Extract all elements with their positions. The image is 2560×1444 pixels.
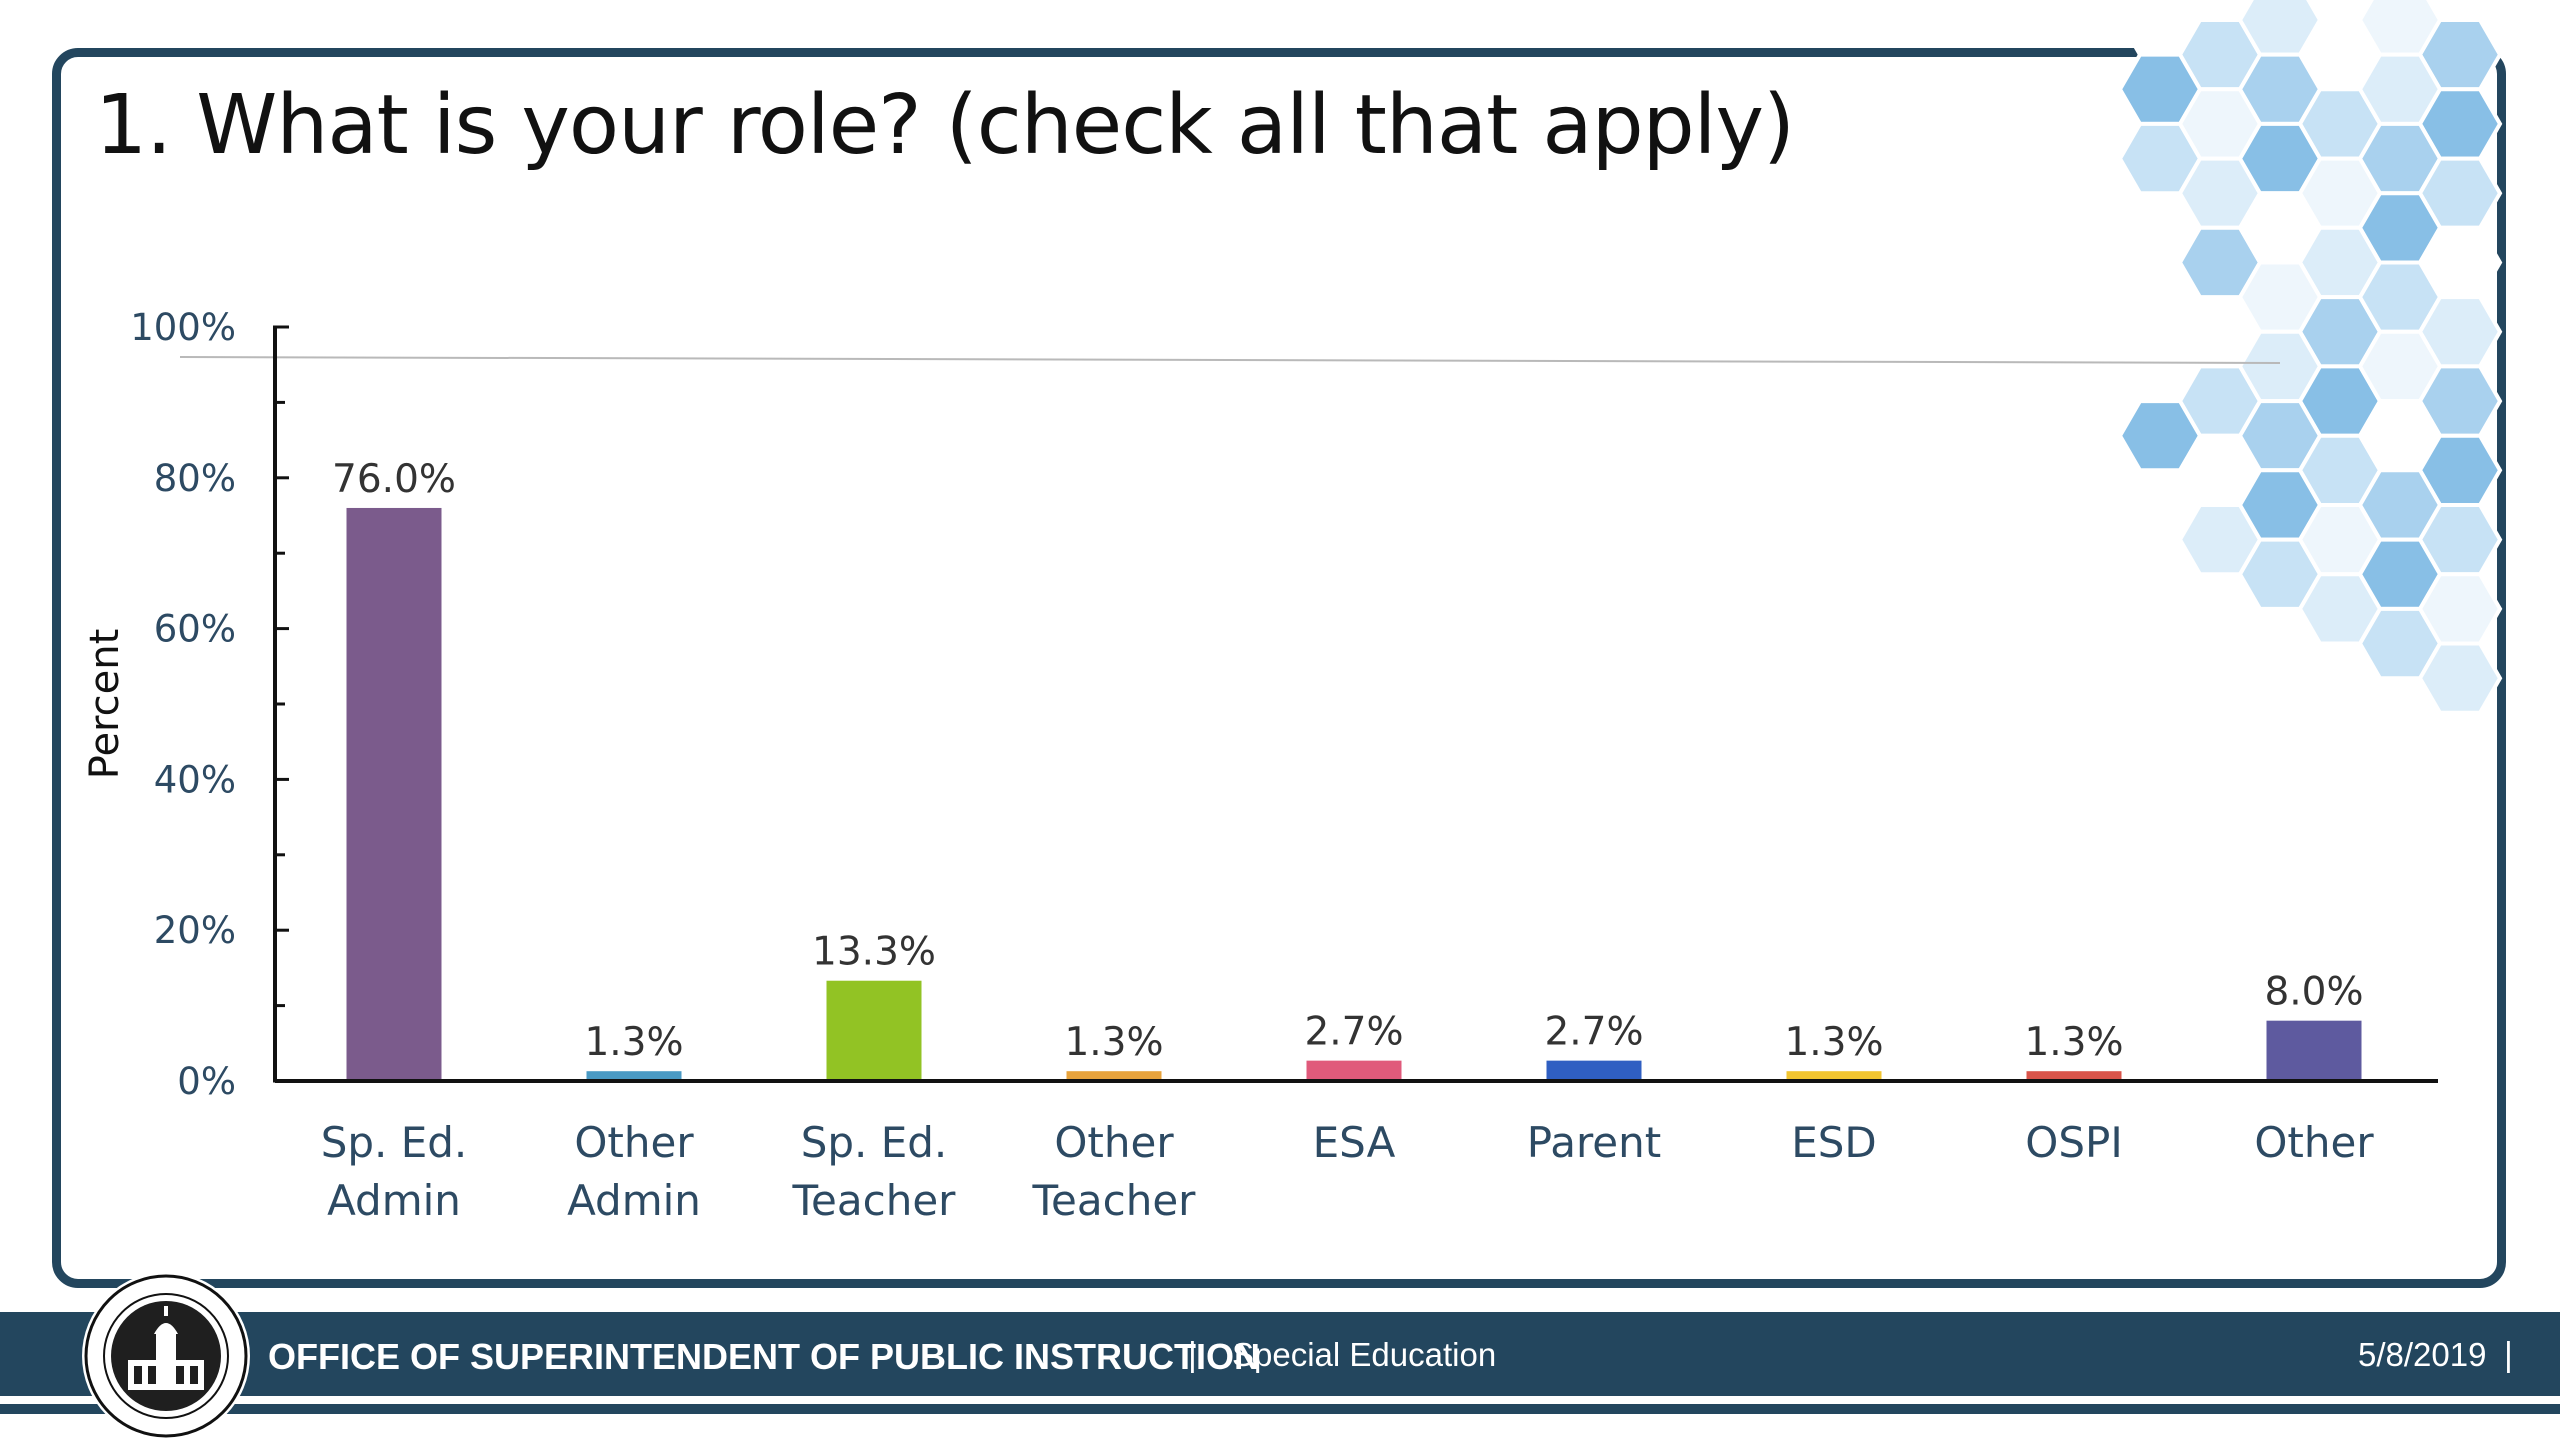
y-tick-label: 100% xyxy=(130,306,236,349)
bar xyxy=(1786,1071,1882,1081)
x-category-label: Admin xyxy=(567,1176,701,1225)
footer-date-separator: | xyxy=(2504,1336,2513,1374)
ospi-seal-icon xyxy=(82,1272,250,1440)
x-category-label: Parent xyxy=(1527,1118,1661,1167)
bar-value-label: 1.3% xyxy=(1064,1020,1163,1065)
bar xyxy=(826,980,922,1081)
bar xyxy=(2266,1020,2362,1081)
footer-org-name: OFFICE OF SUPERINTENDENT OF PUBLIC INSTR… xyxy=(268,1336,1261,1377)
bar-value-label: 2.7% xyxy=(1544,1010,1643,1055)
bar xyxy=(2026,1071,2122,1081)
x-category-label: Sp. Ed. xyxy=(321,1118,468,1167)
bar-value-label: 13.3% xyxy=(812,930,936,975)
y-tick-label: 20% xyxy=(154,909,236,952)
x-category-label: Other xyxy=(1054,1118,1174,1167)
footer-date: 5/8/2019 xyxy=(2358,1336,2487,1373)
y-tick-label: 40% xyxy=(154,758,236,801)
bar xyxy=(1066,1071,1162,1081)
y-axis-title: Percent xyxy=(82,629,128,780)
footer-separator: | xyxy=(1188,1336,1197,1374)
y-tick-label: 60% xyxy=(154,608,236,651)
bar-value-label: 2.7% xyxy=(1304,1010,1403,1055)
bar-value-label: 1.3% xyxy=(2024,1020,2123,1065)
y-tick-label: 80% xyxy=(154,457,236,500)
bar xyxy=(1546,1060,1642,1081)
x-category-label: Admin xyxy=(327,1176,461,1225)
x-category-label: OSPI xyxy=(2025,1118,2122,1167)
bar xyxy=(586,1071,682,1081)
footer-bar xyxy=(0,1312,2560,1396)
bar xyxy=(346,507,442,1082)
x-category-label: ESA xyxy=(1313,1118,1396,1167)
x-category-label: Other xyxy=(574,1118,694,1167)
hexagon-cell xyxy=(2417,641,2503,715)
x-category-label: Other xyxy=(2254,1118,2374,1167)
hexagon-pattern-icon xyxy=(2120,0,2503,715)
x-category-label: Teacher xyxy=(1032,1176,1197,1225)
x-category-label: ESD xyxy=(1791,1118,1877,1167)
slide-frame xyxy=(52,48,2506,1288)
bar-chart: 0% 20% 40% 60% 80% 100% Percent 76.0% Sp. Ed. Adm… xyxy=(82,306,2438,1225)
slide-title: 1. What is your role? (check all that ap… xyxy=(95,78,1795,173)
bar-value-label: 1.3% xyxy=(584,1020,683,1065)
bar xyxy=(1306,1060,1402,1081)
footer-department: Special Education xyxy=(1232,1336,1497,1373)
bar-value-label: 76.0% xyxy=(332,457,456,502)
bar-value-label: 1.3% xyxy=(1784,1020,1883,1065)
x-category-label: Teacher xyxy=(792,1176,957,1225)
top-reference-line xyxy=(179,356,2281,364)
x-category-label: Sp. Ed. xyxy=(801,1118,948,1167)
footer-line xyxy=(0,1404,2560,1414)
y-tick-label: 0% xyxy=(177,1060,236,1103)
bar-value-label: 8.0% xyxy=(2264,970,2363,1015)
